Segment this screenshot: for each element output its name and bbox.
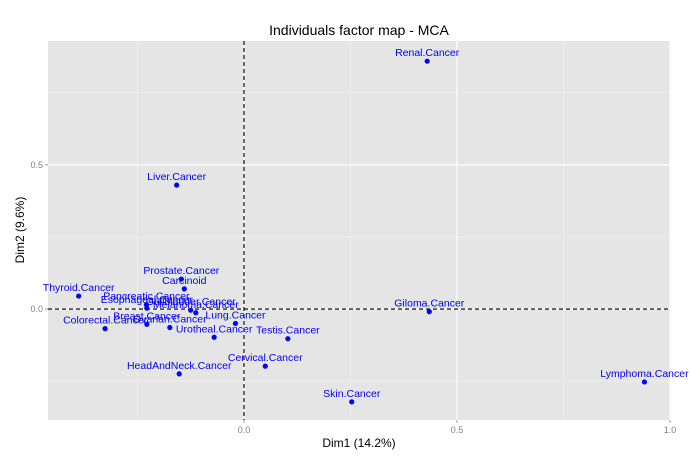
data-point [232,320,239,327]
point-label: Melanoma.Cancer [153,299,239,311]
chart-title: Individuals factor map - MCA [269,22,449,38]
plot-panel [48,41,670,420]
point-label: Ovarian.Cancer [133,313,207,325]
point-label: Lymphoma.Cancer [600,368,689,380]
x-tick-label: 0.0 [238,425,251,435]
point-label: Skin.Cancer [323,388,381,400]
point-label: Breast.Cancer [113,310,181,322]
data-point [174,182,180,188]
data-point [178,276,184,282]
point-label: HeadAndNeck.Cancer [127,360,232,372]
data-point [188,307,194,313]
point-label: Cervical.Cancer [228,352,303,364]
data-point [426,309,432,315]
data-point [193,310,199,316]
data-point [76,293,82,299]
y-axis-title: Dim2 (9.6%) [13,197,27,264]
data-point [102,326,108,332]
point-label: Liver.Cancer [147,171,206,183]
point-label: Gallbladder.Cancer [146,296,236,308]
data-point [211,334,217,340]
point-label: Thyroid.Cancer [43,282,115,294]
point-label: Carcinoid [162,275,207,287]
data-point [349,399,355,405]
data-point [424,58,430,64]
point-label: Esophageal.Cancer [101,294,194,306]
point-label: Colorectal.Cancer [63,315,148,327]
data-point [641,379,648,385]
data-point [144,321,150,327]
point-label: Testis.Cancer [256,325,320,337]
point-label: Renal.Cancer [395,47,460,59]
data-point [167,324,173,331]
data-point [176,371,182,377]
point-label: Lung.Cancer [205,309,266,321]
data-point [181,286,187,292]
reference-lines [48,41,670,420]
points-group: Renal.CancerLiver.CancerProstate.CancerC… [43,47,689,405]
x-tick-label: 0.5 [451,425,464,435]
point-label: Prostate.Cancer [143,265,219,277]
x-axis-title: Dim1 (14.2%) [322,436,395,450]
data-point [262,363,268,369]
point-label: Pancreatic.Cancer [103,291,190,303]
point-label: Urotheal.Cancer [176,323,253,335]
y-tick-label: 0.0 [30,304,43,314]
data-point [144,305,150,311]
axis-ticks: 0.0 0.5 1.0 0.0 0.5 [30,160,676,435]
data-point [285,336,291,342]
x-tick-label: 1.0 [664,425,677,435]
point-label: Giloma.Cancer [394,298,465,310]
y-tick-label: 0.5 [30,160,43,170]
